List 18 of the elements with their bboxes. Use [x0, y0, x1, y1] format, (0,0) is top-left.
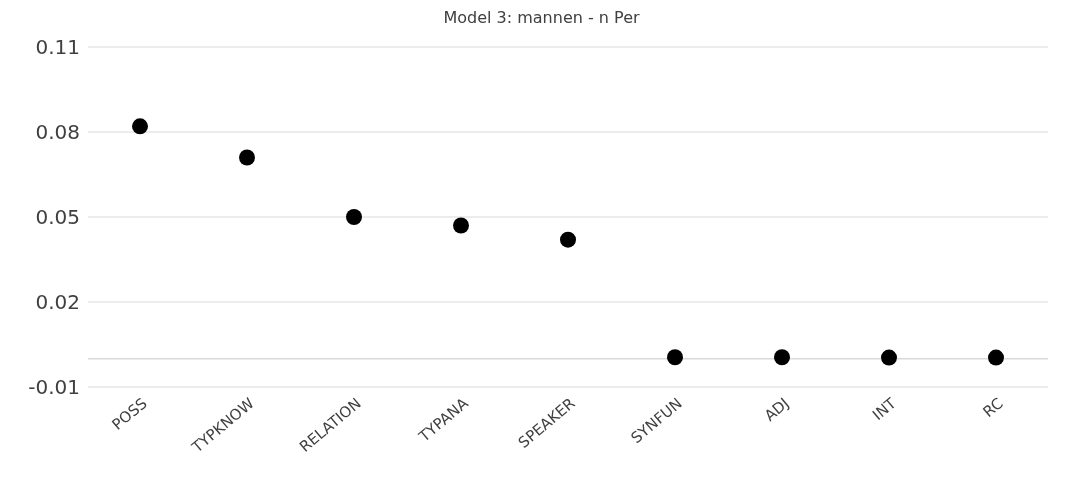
point	[239, 149, 255, 166]
y-tick-label: 0.08	[35, 120, 80, 145]
point	[346, 209, 362, 225]
y-tick-label: 0.02	[35, 290, 80, 315]
y-tick-label: 0.05	[35, 205, 80, 230]
point	[453, 217, 469, 234]
point	[988, 349, 1004, 366]
chart-title: Model 3: mannen - n Per	[442, 8, 641, 27]
x-tick-label: ADJ	[760, 394, 793, 425]
x-tick-label: INT	[868, 393, 901, 425]
point	[132, 118, 148, 135]
x-tick-label: RC	[979, 394, 1007, 422]
point	[560, 231, 576, 248]
point	[667, 349, 683, 366]
point	[881, 349, 897, 366]
y-tick-label: -0.01	[28, 375, 80, 400]
point	[774, 349, 790, 366]
y-tick-label: 0.11	[35, 35, 80, 60]
